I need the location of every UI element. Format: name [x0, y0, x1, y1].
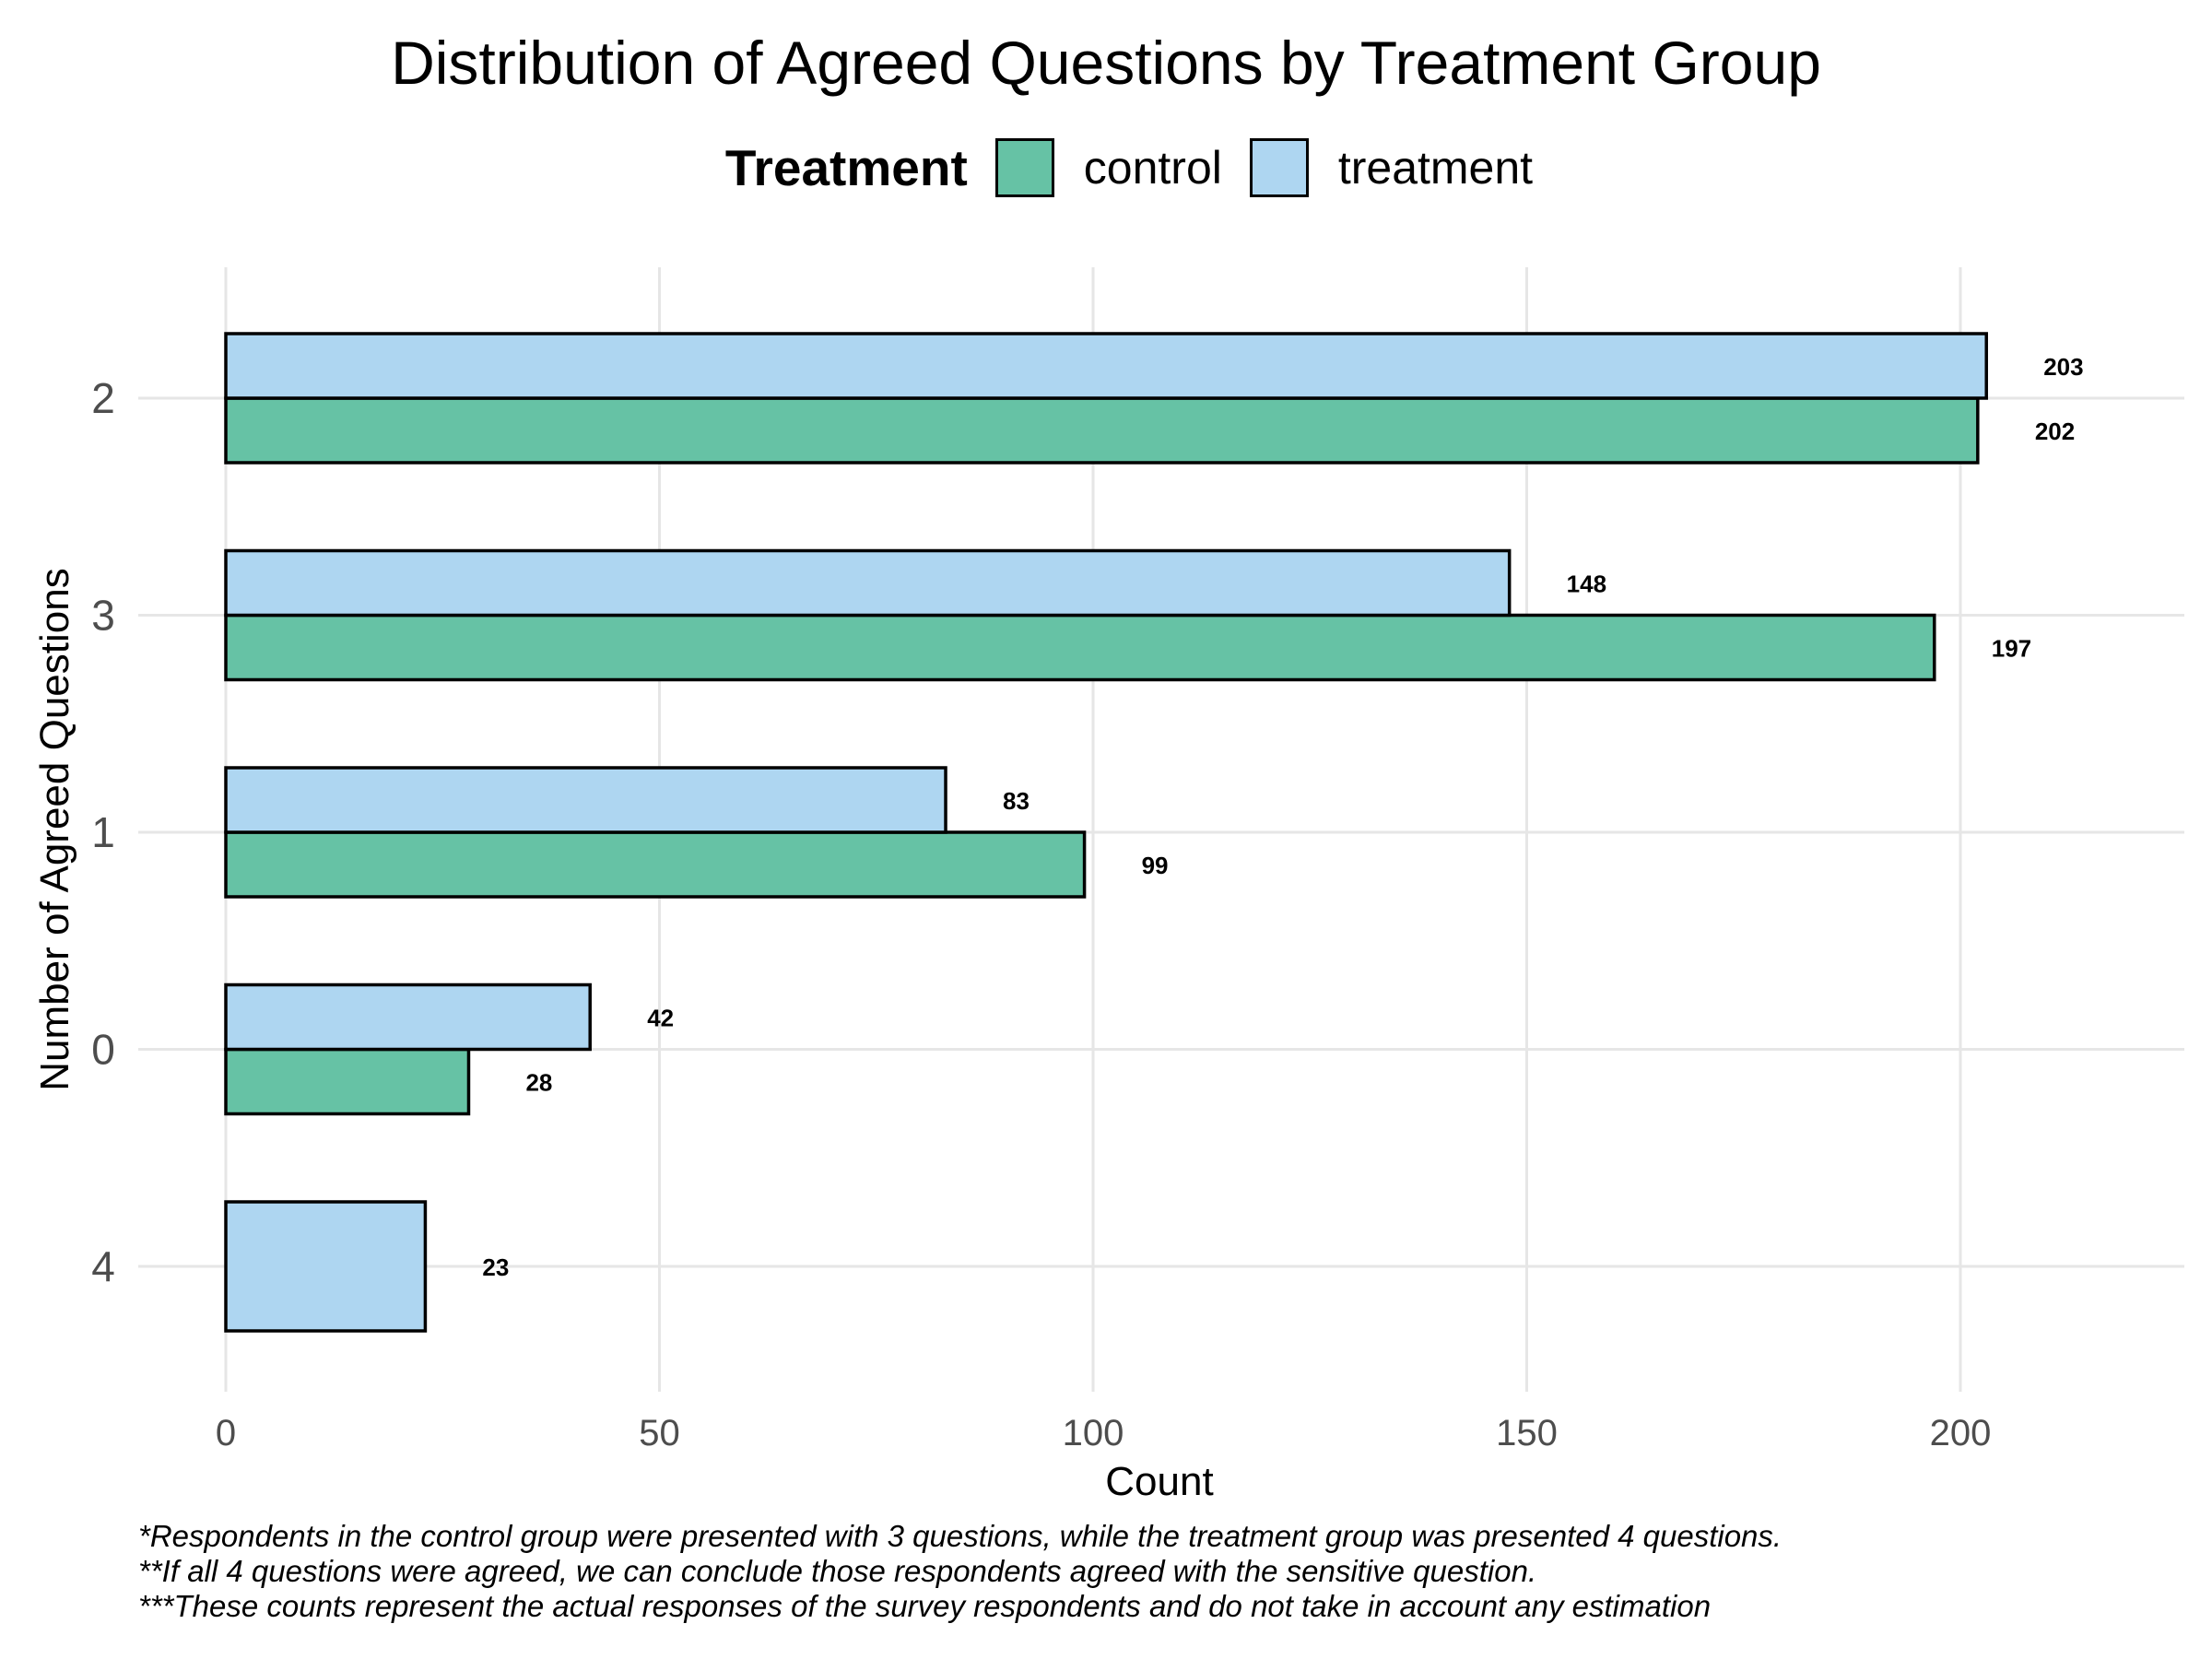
legend-title: Treatment: [724, 139, 968, 196]
legend-label-control: control: [1083, 142, 1222, 194]
footnote-1: *Respondents in the control group were p…: [138, 1519, 1783, 1553]
y-tick-label: 0: [91, 1026, 115, 1074]
footnote-2: **If all 4 questions were agreed, we can…: [138, 1554, 1537, 1588]
legend-item-treatment: treatment: [1249, 138, 1534, 197]
bar-treatment-0: [224, 982, 592, 1052]
data-label: 83: [1003, 787, 1030, 815]
data-label: 23: [482, 1253, 509, 1281]
footnotes: *Respondents in the control group were p…: [138, 1519, 1782, 1624]
y-tick-label: 3: [91, 592, 115, 640]
chart-title: Distribution of Agreed Questions by Trea…: [391, 29, 1821, 97]
legend-swatch-treatment: [1249, 138, 1309, 197]
data-label: 203: [2043, 353, 2083, 381]
data-label: 197: [1992, 635, 2031, 663]
data-label: 148: [1567, 571, 1606, 598]
bar-treatment-4: [224, 1200, 428, 1333]
x-tick-label: 0: [216, 1413, 236, 1453]
bar-treatment-2: [224, 332, 1988, 400]
bar-treatment-3: [224, 548, 1512, 618]
legend: Treatment control treatment: [0, 138, 2212, 197]
legend-item-control: control: [994, 138, 1222, 197]
y-axis-title: Number of Agreed Questions: [32, 568, 77, 1090]
legend-label-treatment: treatment: [1337, 142, 1534, 194]
data-label: 99: [1142, 852, 1169, 879]
data-label: 42: [647, 1005, 674, 1032]
bar-treatment-1: [224, 766, 947, 834]
y-tick-label: 4: [91, 1242, 115, 1290]
bar-control-0: [224, 1047, 471, 1116]
x-tick-label: 100: [1063, 1413, 1124, 1453]
y-tick-label: 2: [91, 374, 115, 422]
footnote-3: ***These counts represent the actual res…: [138, 1589, 1712, 1623]
bar-control-1: [224, 830, 1087, 899]
x-axis-title: Count: [1105, 1459, 1213, 1504]
data-label: 28: [525, 1069, 552, 1097]
y-tick-label: 1: [91, 808, 115, 856]
x-tick-label: 150: [1496, 1413, 1558, 1453]
x-tick-label: 50: [639, 1413, 680, 1453]
x-tick-label: 200: [1930, 1413, 1992, 1453]
bar-control-3: [224, 613, 1936, 682]
legend-swatch-control: [994, 138, 1054, 197]
bar-control-2: [224, 396, 1980, 465]
data-label: 202: [2035, 418, 2075, 445]
